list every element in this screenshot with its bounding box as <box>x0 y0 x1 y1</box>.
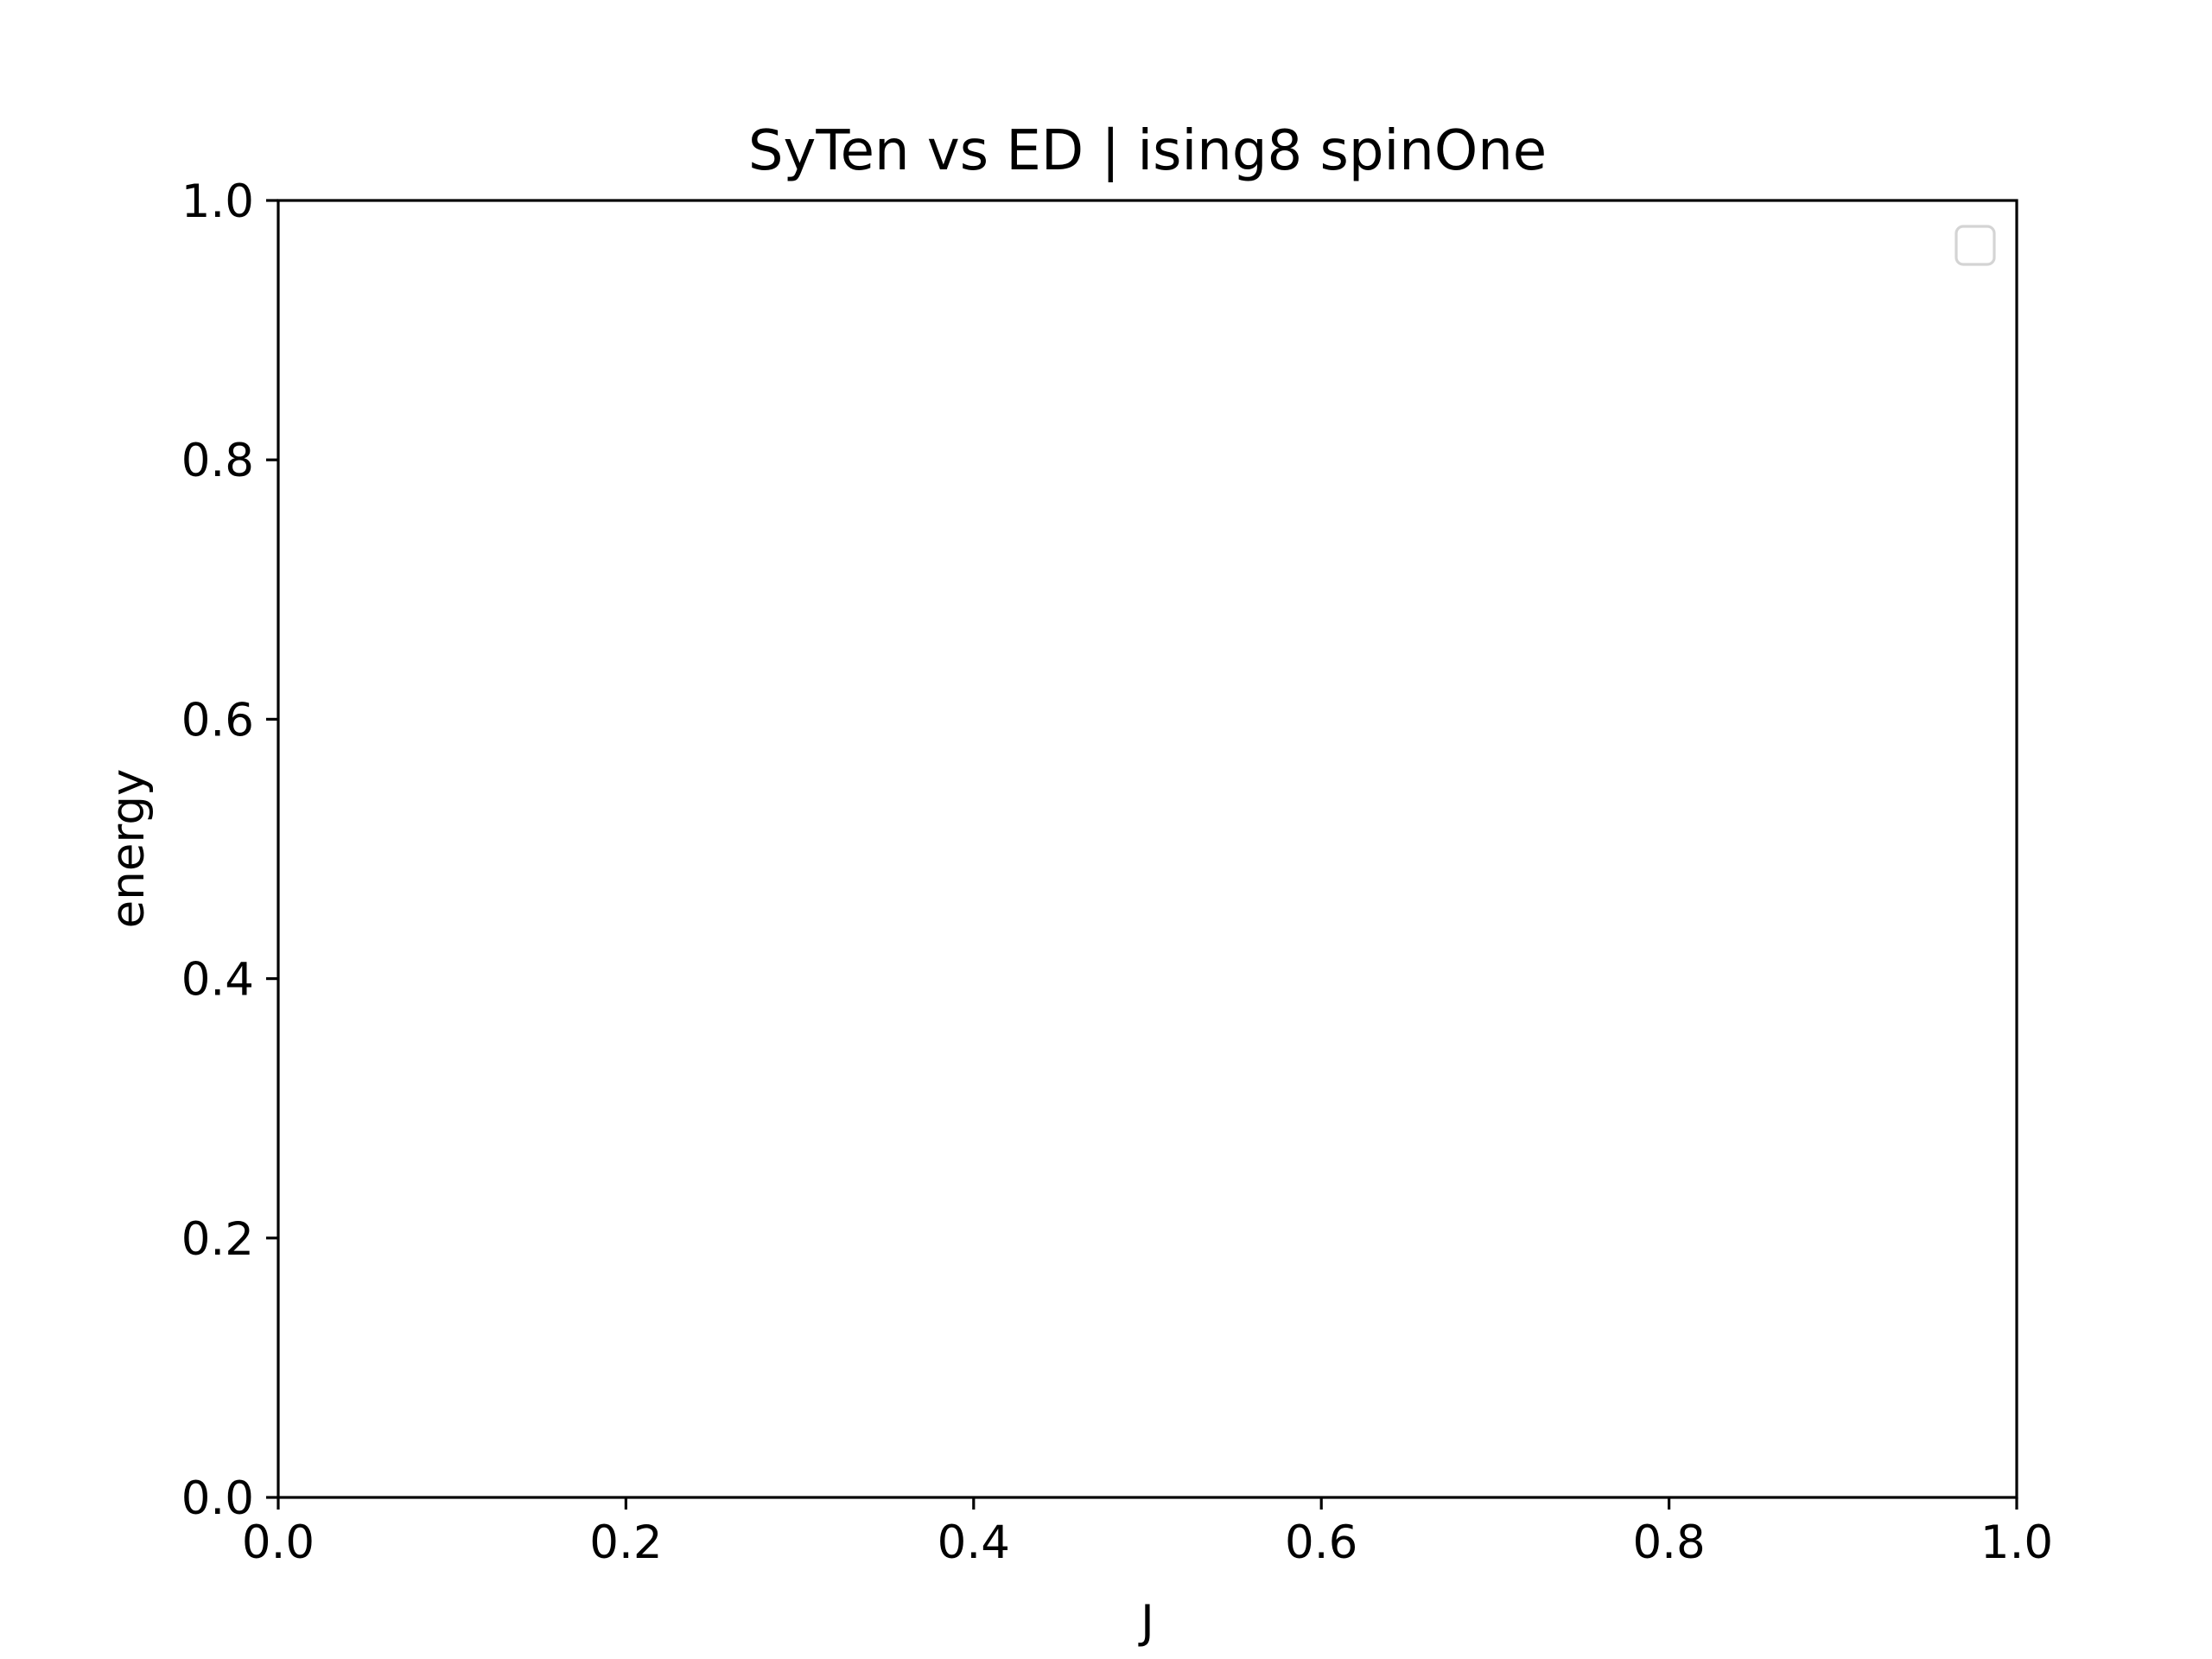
x-tick-label: 0.2 <box>589 1516 662 1569</box>
x-tick-label: 0.6 <box>1285 1516 1357 1569</box>
y-tick-label: 0.2 <box>181 1213 254 1266</box>
chart-title: SyTen vs ED | ising8 spinOne <box>748 119 1547 183</box>
y-axis-label: energy <box>102 769 155 929</box>
x-tick-label: 1.0 <box>1980 1516 2053 1569</box>
y-tick-label: 0.8 <box>181 435 254 487</box>
x-tick-label: 0.8 <box>1632 1516 1705 1569</box>
y-tick-label: 1.0 <box>181 175 254 228</box>
x-axis-ticks: 0.0 0.2 0.4 0.6 0.8 1.0 <box>242 1497 2053 1569</box>
y-tick-label: 0.6 <box>181 694 254 747</box>
y-axis-ticks: 0.0 0.2 0.4 0.6 0.8 1.0 <box>181 175 278 1525</box>
plot-area <box>276 199 2018 1499</box>
x-axis-label: J <box>1138 1596 1154 1649</box>
x-tick-label: 0.4 <box>938 1516 1010 1569</box>
legend-box <box>1955 225 1996 266</box>
y-tick-label: 0.4 <box>181 954 254 1007</box>
x-tick-label: 0.0 <box>242 1516 315 1569</box>
y-tick-label: 0.0 <box>181 1472 254 1525</box>
